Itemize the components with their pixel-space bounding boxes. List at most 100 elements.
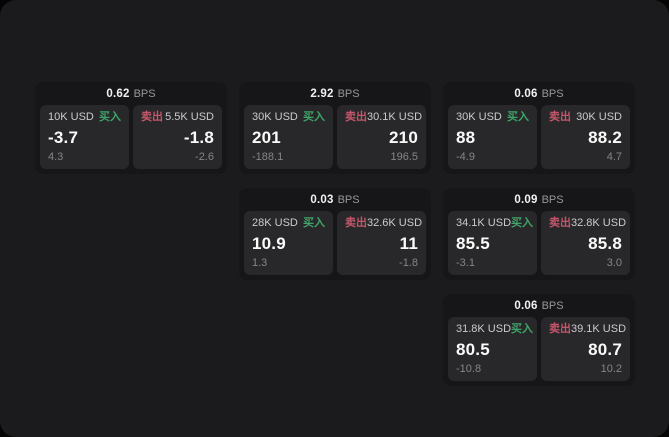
sell-panel-top: 卖出 5.5K USD <box>141 112 214 123</box>
buy-delta: 1.3 <box>252 257 268 269</box>
bps-unit-label: BPS <box>541 87 564 100</box>
buy-value: 10.9 <box>252 234 286 253</box>
sell-panel[interactable]: 卖出 32.6K USD 11 -1.8 <box>337 211 426 275</box>
buy-panel-top: 10K USD 买入 <box>48 112 121 123</box>
buy-panel-top: 30K USD 买入 <box>252 112 325 123</box>
buy-amount: 34.1K USD <box>456 217 512 229</box>
panels: 31.8K USD 买入 80.5 -10.8 卖出 39.1K USD 80.… <box>448 317 630 381</box>
bps-unit-label: BPS <box>337 193 360 206</box>
buy-panel-top: 34.1K USD 买入 <box>456 217 533 229</box>
buy-value: -3.7 <box>48 128 79 147</box>
buy-amount: 30K USD <box>456 111 502 123</box>
bps-value: 0.09 <box>514 193 538 206</box>
sell-side-label: 卖出 <box>345 111 367 123</box>
sell-side-label: 卖出 <box>141 111 163 123</box>
bps-value: 0.06 <box>514 87 538 100</box>
quote-card[interactable]: 0.06 BPS 30K USD 买入 88 -4.9 卖出 30K USD <box>443 82 635 174</box>
panels: 10K USD 买入 -3.7 4.3 卖出 5.5K USD -1.8 -2.… <box>40 105 222 169</box>
buy-panel[interactable]: 34.1K USD 买入 85.5 -3.1 <box>448 211 537 275</box>
sell-delta: 196.5 <box>390 151 418 163</box>
buy-value: 201 <box>252 128 281 147</box>
sell-panel[interactable]: 卖出 5.5K USD -1.8 -2.6 <box>133 105 222 169</box>
sell-value: -1.8 <box>183 128 214 147</box>
buy-amount: 30K USD <box>252 111 298 123</box>
panels: 28K USD 买入 10.9 1.3 卖出 32.6K USD 11 -1.8 <box>244 211 426 275</box>
bps-header: 0.06 BPS <box>448 294 630 317</box>
buy-value: 85.5 <box>456 234 490 253</box>
sell-side-label: 卖出 <box>345 217 367 229</box>
quote-card[interactable]: 0.09 BPS 34.1K USD 买入 85.5 -3.1 卖出 32.8K… <box>443 188 635 280</box>
sell-panel[interactable]: 卖出 39.1K USD 80.7 10.2 <box>541 317 630 381</box>
bps-value: 0.06 <box>514 299 538 312</box>
sell-value: 88.2 <box>588 128 622 147</box>
panels: 30K USD 买入 201 -188.1 卖出 30.1K USD 210 1… <box>244 105 426 169</box>
sell-value: 210 <box>389 128 418 147</box>
bps-unit-label: BPS <box>337 87 360 100</box>
sell-value: 85.8 <box>588 234 622 253</box>
bps-unit-label: BPS <box>133 87 156 100</box>
buy-panel-top: 28K USD 买入 <box>252 218 325 229</box>
sell-panel-top: 卖出 32.8K USD <box>549 217 626 229</box>
buy-panel[interactable]: 30K USD 买入 88 -4.9 <box>448 105 537 169</box>
buy-panel-top: 31.8K USD 买入 <box>456 323 533 335</box>
sell-panel[interactable]: 卖出 30.1K USD 210 196.5 <box>337 105 426 169</box>
buy-panel[interactable]: 28K USD 买入 10.9 1.3 <box>244 211 333 275</box>
bps-unit-label: BPS <box>541 193 564 206</box>
sell-delta: 10.2 <box>600 363 622 375</box>
buy-amount: 10K USD <box>48 111 94 123</box>
sell-panel-top: 卖出 30K USD <box>549 112 622 123</box>
buy-value: 80.5 <box>456 340 490 359</box>
buy-side-label: 买入 <box>511 217 534 229</box>
bps-value: 0.62 <box>106 87 130 100</box>
bps-header: 2.92 BPS <box>244 82 426 105</box>
buy-delta: -188.1 <box>252 151 284 163</box>
quote-grid: 0.62 BPS 10K USD 买入 -3.7 4.3 卖出 5.5K USD <box>35 82 635 386</box>
sell-panel-top: 卖出 32.6K USD <box>345 217 422 229</box>
buy-side-label: 买入 <box>99 111 121 123</box>
buy-side-label: 买入 <box>507 111 529 123</box>
buy-delta: -10.8 <box>456 363 482 375</box>
sell-delta: 3.0 <box>606 257 622 269</box>
sell-side-label: 卖出 <box>549 323 571 335</box>
buy-amount: 28K USD <box>252 217 298 229</box>
buy-panel[interactable]: 10K USD 买入 -3.7 4.3 <box>40 105 129 169</box>
sell-panel-top: 卖出 30.1K USD <box>345 111 422 123</box>
buy-delta: -4.9 <box>456 151 475 163</box>
sell-value: 80.7 <box>588 340 622 359</box>
sell-panel[interactable]: 卖出 30K USD 88.2 4.7 <box>541 105 630 169</box>
buy-panel-top: 30K USD 买入 <box>456 112 529 123</box>
quote-card[interactable]: 2.92 BPS 30K USD 买入 201 -188.1 卖出 30.1K … <box>239 82 431 174</box>
sell-amount: 5.5K USD <box>165 111 214 123</box>
sell-amount: 39.1K USD <box>571 323 627 335</box>
sell-delta: -2.6 <box>195 151 214 163</box>
sell-amount: 30.1K USD <box>367 111 423 123</box>
bps-header: 0.06 BPS <box>448 82 630 105</box>
buy-panel[interactable]: 31.8K USD 买入 80.5 -10.8 <box>448 317 537 381</box>
sell-value: 11 <box>399 234 418 253</box>
bps-value: 0.03 <box>310 193 334 206</box>
buy-delta: 4.3 <box>48 151 64 163</box>
quote-card[interactable]: 0.06 BPS 31.8K USD 买入 80.5 -10.8 卖出 39.1… <box>443 294 635 386</box>
sell-side-label: 卖出 <box>549 217 571 229</box>
sell-amount: 32.6K USD <box>367 217 423 229</box>
quote-card[interactable]: 0.03 BPS 28K USD 买入 10.9 1.3 卖出 32.6K US… <box>239 188 431 280</box>
sell-panel[interactable]: 卖出 32.8K USD 85.8 3.0 <box>541 211 630 275</box>
buy-amount: 31.8K USD <box>456 323 512 335</box>
panels: 34.1K USD 买入 85.5 -3.1 卖出 32.8K USD 85.8… <box>448 211 630 275</box>
buy-panel[interactable]: 30K USD 买入 201 -188.1 <box>244 105 333 169</box>
bps-value: 2.92 <box>310 87 334 100</box>
bps-unit-label: BPS <box>541 299 564 312</box>
buy-delta: -3.1 <box>456 257 475 269</box>
sell-delta: 4.7 <box>606 151 622 163</box>
bps-header: 0.09 BPS <box>448 188 630 211</box>
buy-side-label: 买入 <box>303 217 325 229</box>
buy-value: 88 <box>456 128 476 147</box>
buy-side-label: 买入 <box>303 111 325 123</box>
bps-header: 0.62 BPS <box>40 82 222 105</box>
sell-amount: 32.8K USD <box>571 217 627 229</box>
sell-delta: -1.8 <box>399 257 418 269</box>
bps-header: 0.03 BPS <box>244 188 426 211</box>
quote-card[interactable]: 0.62 BPS 10K USD 买入 -3.7 4.3 卖出 5.5K USD <box>35 82 227 174</box>
sell-amount: 30K USD <box>576 111 622 123</box>
